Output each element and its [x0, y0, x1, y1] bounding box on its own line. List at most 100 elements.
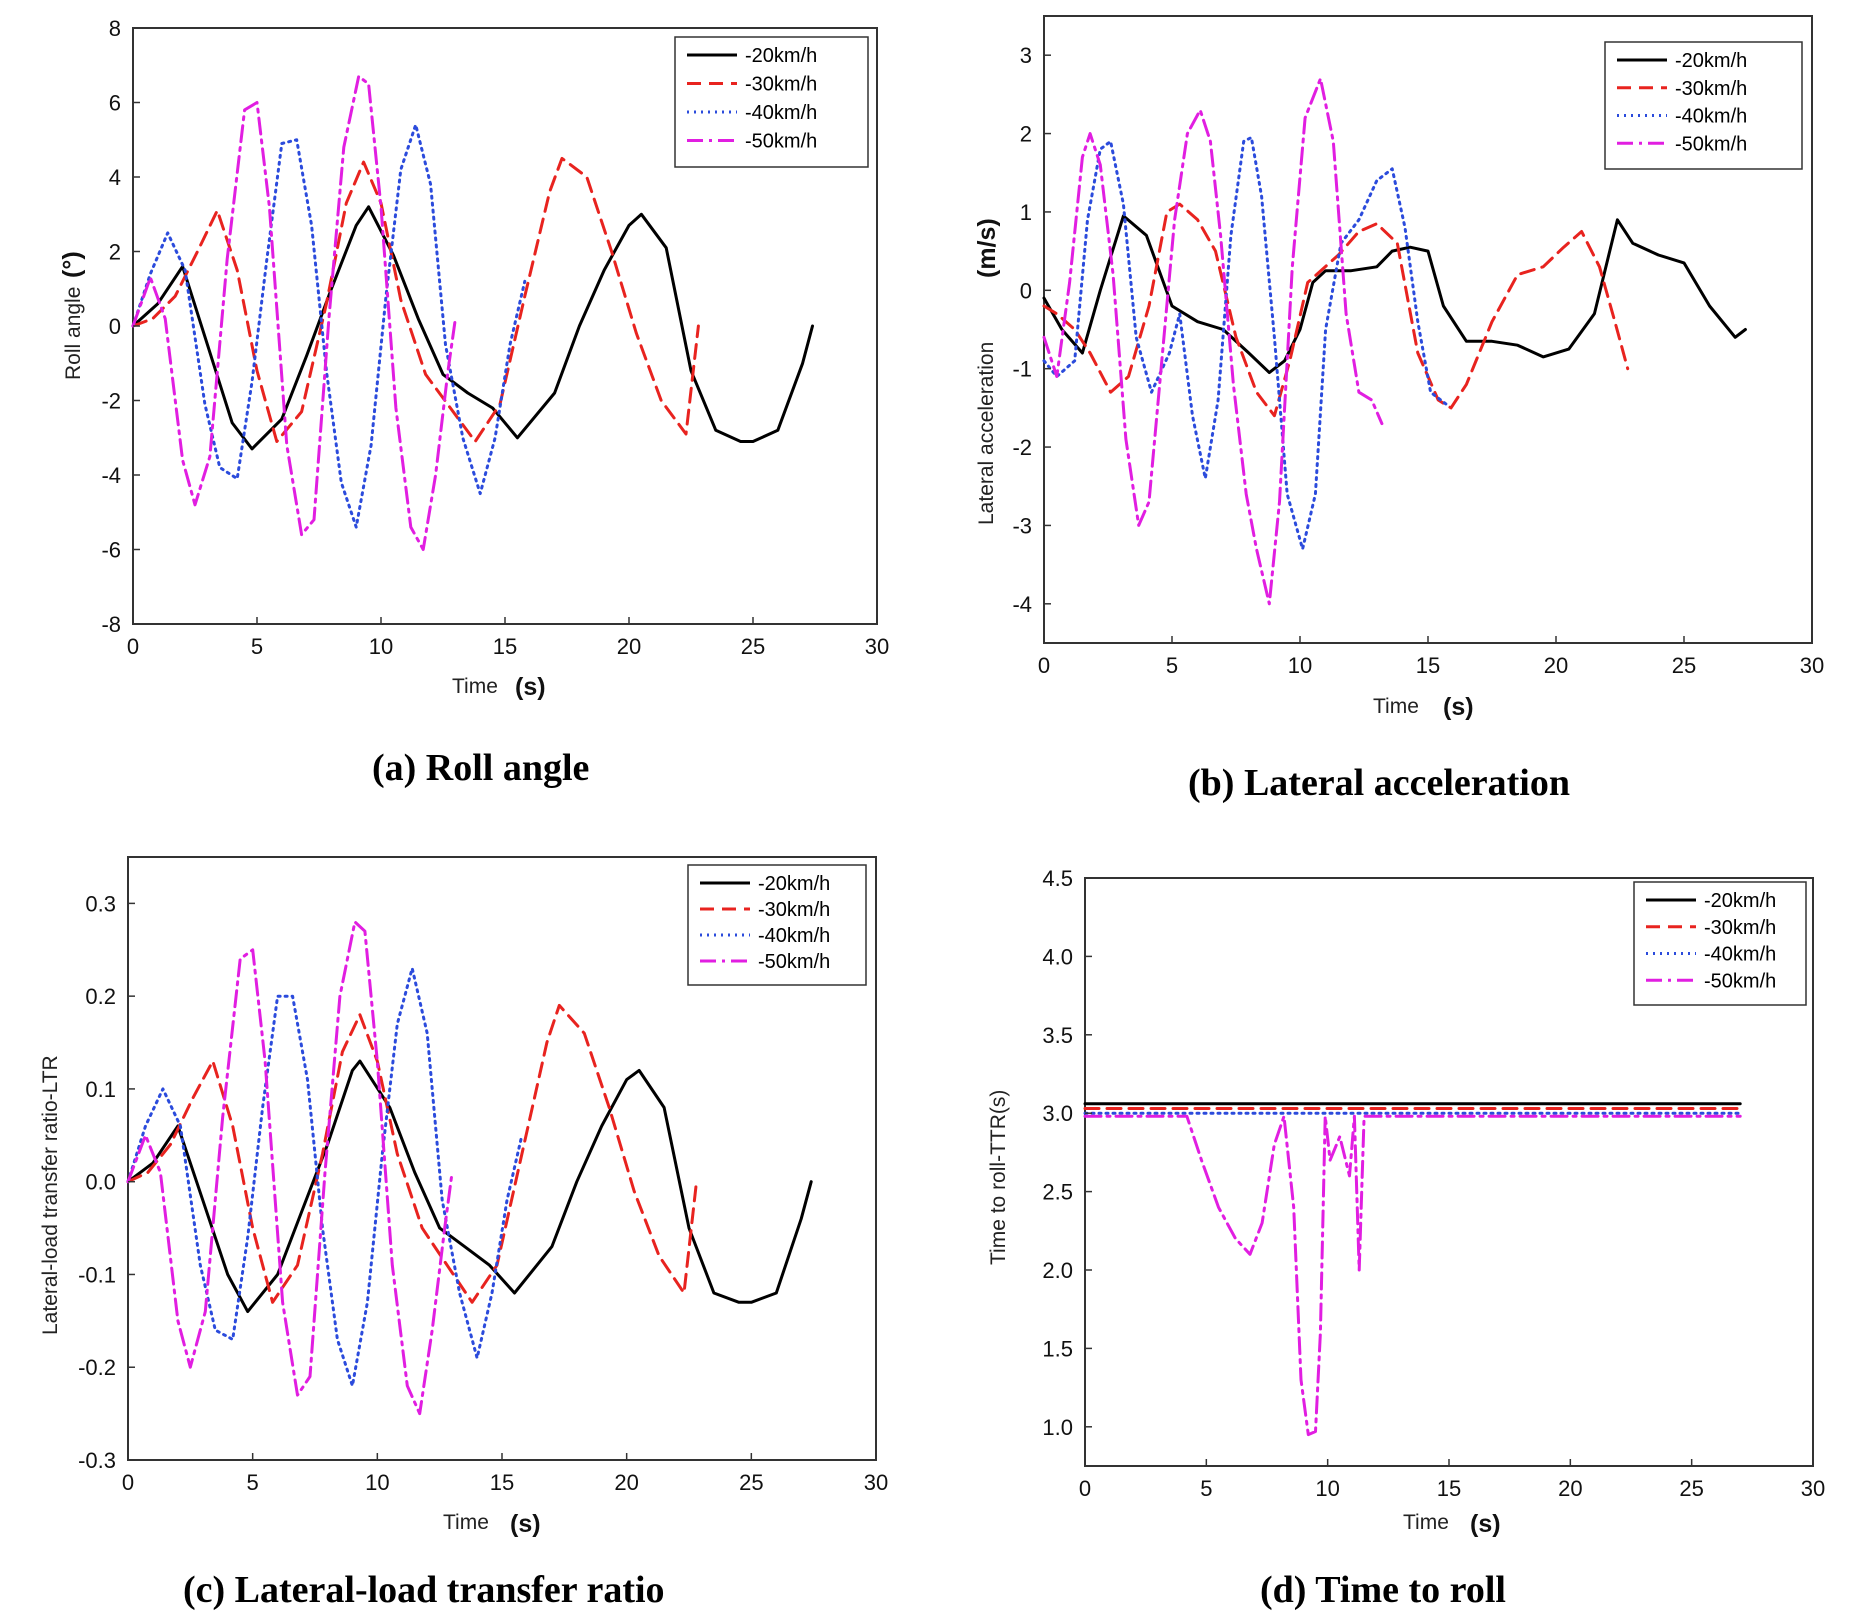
y-tick-label: 0.2	[85, 984, 116, 1009]
tick-labels: 0 5 10 15 20 25 30 0.3 0.2 0.1 0.0 -0.1 -0.2 -0.3	[78, 891, 888, 1495]
x-tick-label: 15	[490, 1470, 514, 1495]
x-tick-label: 15	[1437, 1476, 1461, 1501]
legend-label-4: -50km/h	[745, 131, 817, 153]
x-axis-label: Time	[443, 1511, 489, 1534]
y-tick-label: -2	[101, 389, 121, 414]
y-axis-label: Lateral acceleration	[975, 342, 998, 525]
y-tick-label: -0.1	[78, 1262, 116, 1287]
series-line-3	[131, 123, 527, 529]
y-tick-label: 4	[109, 165, 121, 190]
y-tick-label: 3.0	[1042, 1101, 1073, 1126]
x-tick-label: 20	[617, 634, 641, 659]
caption: (d) Time to roll	[1260, 1569, 1506, 1611]
y-tick-label: 0.0	[85, 1170, 116, 1195]
tick-labels: 0 5 10 15 20 25 30 4.5 4.0 3.5 3.0 2.5 2.0 1.5 1.0	[1042, 866, 1825, 1501]
x-tick-label: 10	[369, 634, 393, 659]
y-tick-label: 1	[1020, 200, 1032, 225]
y-axis-label: Lateral-load transfer ratio-LTR	[39, 1055, 62, 1335]
y-axis-unit: (m/s)	[973, 218, 1001, 278]
y-tick-label: 2	[1020, 122, 1032, 147]
legend-label-3: -40km/h	[1704, 944, 1776, 966]
x-axis-label: Time	[1373, 695, 1419, 718]
y-tick-label: 2	[109, 240, 121, 265]
y-tick-label: -4	[101, 463, 121, 488]
caption: (b) Lateral acceleration	[1188, 762, 1570, 804]
x-tick-label: 5	[1200, 1476, 1212, 1501]
y-axis-label: Time to roll-TTR(s)	[987, 1090, 1010, 1265]
legend: -20km/h -30km/h -40km/h -50km/h	[674, 36, 869, 168]
series-line-1	[126, 1059, 813, 1314]
x-axis-unit: (s)	[1443, 693, 1474, 721]
legend-box	[687, 864, 867, 986]
x-tick-label: 20	[1544, 653, 1568, 678]
x-tick-label: 15	[493, 634, 517, 659]
y-tick-label: -2	[1012, 435, 1032, 460]
legend-label-1: -20km/h	[1675, 50, 1747, 72]
y-tick-label: 3	[1020, 43, 1032, 68]
series-lines	[126, 920, 813, 1416]
y-tick-label: 6	[109, 91, 121, 116]
y-tick-label: 4.5	[1042, 866, 1073, 891]
y-tick-label: 1.5	[1042, 1336, 1073, 1361]
x-tick-label: 30	[1801, 1476, 1825, 1501]
legend-label-4: -50km/h	[758, 951, 830, 973]
legend: -20km/h -30km/h -40km/h -50km/h	[687, 864, 867, 986]
y-tick-label: 0.1	[85, 1077, 116, 1102]
x-tick-label: 30	[864, 1470, 888, 1495]
caption: (c) Lateral-load transfer ratio	[183, 1569, 665, 1611]
x-axis-unit: (s)	[1470, 1510, 1501, 1538]
series-lines	[131, 74, 814, 551]
series-line-4	[131, 74, 457, 551]
series-lines	[1083, 1102, 1742, 1437]
x-tick-label: 0	[127, 634, 139, 659]
legend-label-1: -20km/h	[758, 873, 830, 895]
y-tick-label: -3	[1012, 513, 1032, 538]
y-tick-label: 0	[109, 314, 121, 339]
series-line-4	[1083, 1114, 1742, 1437]
x-tick-label: 0	[122, 1470, 134, 1495]
y-tick-label: 0	[1020, 278, 1032, 303]
y-tick-label: -1	[1012, 357, 1032, 382]
x-tick-label: 10	[1315, 1476, 1339, 1501]
panel-time-to-roll: 0 5 10 15 20 25 30 4.5 4.0 3.5 3.0 2.5 2.0 1.5 1.0 -20…	[987, 866, 1825, 1611]
x-tick-label: 5	[1166, 653, 1178, 678]
y-tick-label: 4.0	[1042, 944, 1073, 969]
legend-label-2: -30km/h	[1704, 917, 1776, 939]
legend-box	[1604, 41, 1803, 170]
legend-label-4: -50km/h	[1675, 133, 1747, 155]
x-tick-label: 25	[1672, 653, 1696, 678]
legend-box	[674, 36, 869, 168]
y-tick-label: -0.2	[78, 1355, 116, 1380]
series-line-2	[1042, 202, 1630, 418]
caption: (a) Roll angle	[372, 747, 589, 789]
x-tick-label: 0	[1079, 1476, 1091, 1501]
y-tick-label: 8	[109, 16, 121, 41]
x-axis-unit: (s)	[510, 1510, 541, 1538]
legend: -20km/h -30km/h -40km/h -50km/h	[1633, 881, 1807, 1006]
series-line-3	[1042, 136, 1448, 551]
y-tick-label: -0.3	[78, 1448, 116, 1473]
x-tick-label: 30	[865, 634, 889, 659]
x-axis-label: Time	[452, 675, 498, 698]
legend-label-2: -30km/h	[758, 899, 830, 921]
legend-label-2: -30km/h	[745, 74, 817, 96]
y-axis-unit: (°)	[58, 251, 86, 278]
legend-label-2: -30km/h	[1675, 78, 1747, 100]
x-axis-label: Time	[1403, 1511, 1449, 1534]
x-tick-label: 20	[614, 1470, 638, 1495]
y-tick-label: 0.3	[85, 891, 116, 916]
y-tick-label: -4	[1012, 592, 1032, 617]
legend-label-4: -50km/h	[1704, 970, 1776, 992]
y-tick-label: -8	[101, 612, 121, 637]
legend: -20km/h -30km/h -40km/h -50km/h	[1604, 41, 1803, 170]
x-tick-label: 0	[1038, 653, 1050, 678]
y-tick-label: 3.5	[1042, 1023, 1073, 1048]
x-tick-label: 5	[247, 1470, 259, 1495]
x-axis-unit: (s)	[515, 673, 546, 701]
legend-box	[1633, 881, 1807, 1006]
x-tick-label: 25	[741, 634, 765, 659]
